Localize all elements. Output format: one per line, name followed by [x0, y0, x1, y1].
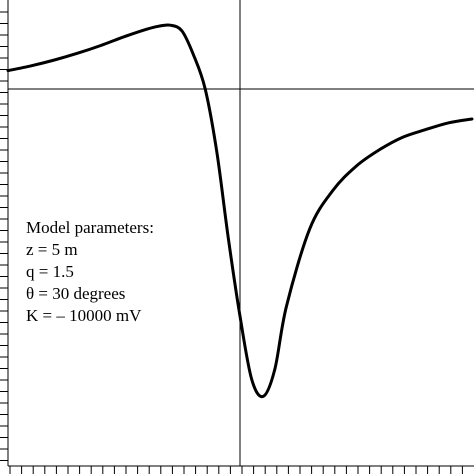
model-parameters-annotation: Model parameters: z = 5 m q = 1.5 θ = 30… — [26, 218, 154, 325]
bottom-axis-ticks — [9, 466, 463, 474]
annotation-heading: Model parameters: — [26, 218, 154, 237]
annotation-line-q: q = 1.5 — [26, 262, 74, 281]
anomaly-curve — [6, 23, 474, 399]
annotation-line-z: z = 5 m — [26, 240, 78, 259]
left-axis-ticks — [0, 11, 8, 461]
annotation-line-theta: θ = 30 degrees — [26, 284, 125, 303]
annotation-line-k: K = – 10000 mV — [26, 306, 142, 325]
